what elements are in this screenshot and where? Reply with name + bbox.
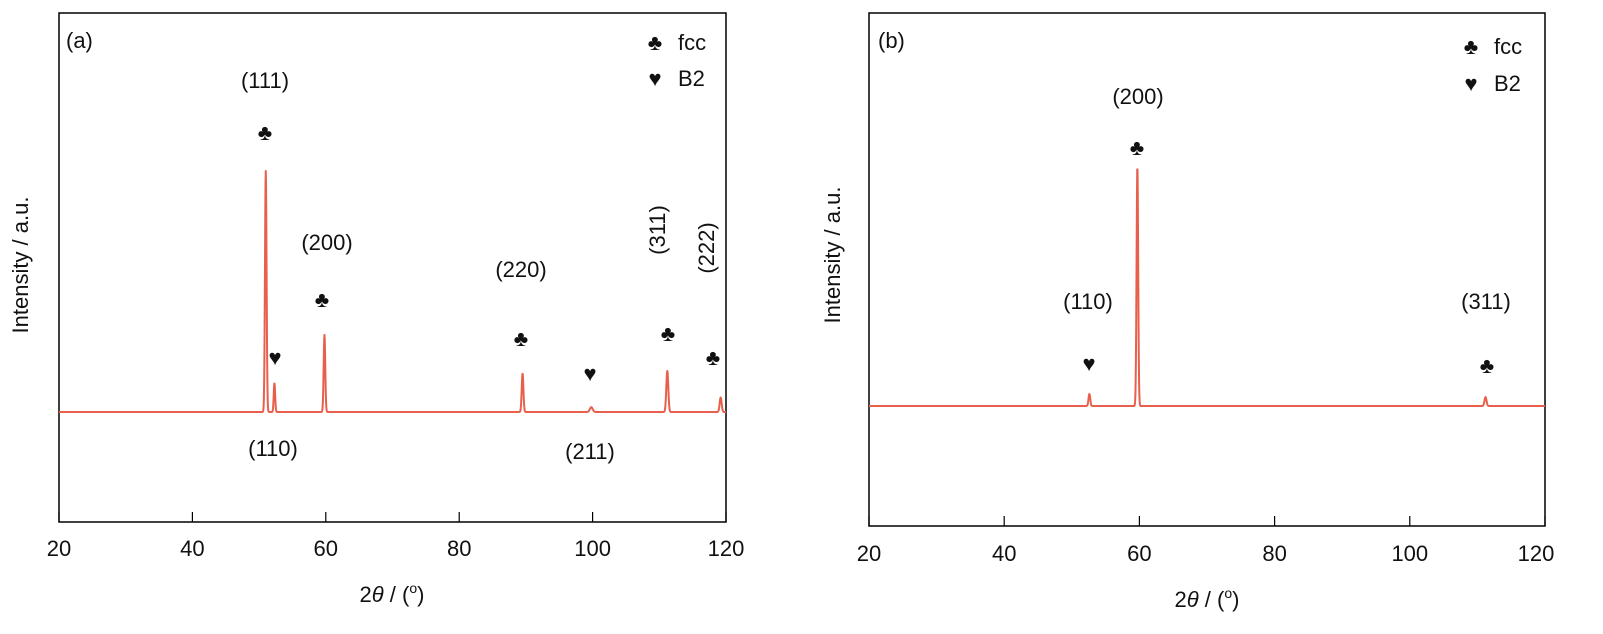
panel-a-legend: ♣ fcc ♥ B2	[648, 30, 706, 91]
legend-fcc-label: fcc	[678, 30, 706, 55]
panel-b-legend: ♣ fcc ♥ B2	[1464, 34, 1522, 96]
annotation-311-symbol: ♣	[1480, 353, 1494, 378]
annotation-311-label: (311)	[645, 205, 670, 255]
annotation-110-symbol: ♥	[268, 345, 281, 370]
panel-b-x-axis: 20 40 60 80 100 120 2θ / (o)	[857, 516, 1555, 612]
panel-a-xrd-trace	[58, 170, 727, 413]
x-tick-label: 100	[574, 536, 611, 561]
annotation-111-symbol: ♣	[258, 120, 272, 145]
annotation-220-symbol: ♣	[514, 326, 528, 351]
x-tick-label: 80	[447, 536, 471, 561]
x-tick-label: 120	[1518, 541, 1555, 566]
panel-b-x-ticks	[868, 516, 1546, 526]
panel-b-label: (b)	[878, 28, 905, 53]
panel-b-annotations: (110) ♥ (200) ♣ (311) ♣	[1063, 84, 1511, 378]
annotation-111-label: (111)	[241, 68, 289, 93]
panel-b: (b) ♣ fcc ♥ B2 (110) ♥ (200) ♣ (311) ♣	[820, 12, 1555, 612]
panel-a-x-axis-title: 2θ / (o)	[360, 580, 425, 607]
panel-a: (a) ♣ fcc ♥ B2 (111) ♣ ♥ (110) (200) ♣ (…	[8, 12, 745, 607]
annotation-311-label: (311)	[1461, 289, 1511, 314]
panel-a-x-ticks	[58, 512, 727, 522]
x-tick-label: 40	[992, 541, 1016, 566]
x-tick-label: 80	[1262, 541, 1286, 566]
legend-b2-symbol: ♥	[1464, 71, 1477, 96]
x-tick-label: 20	[47, 536, 71, 561]
annotation-222-label: (222)	[694, 222, 719, 273]
legend-fcc-symbol: ♣	[648, 30, 662, 55]
x-tick-label: 60	[314, 536, 338, 561]
x-tick-label: 40	[180, 536, 204, 561]
x-tick-label: 100	[1391, 541, 1428, 566]
legend-fcc-label: fcc	[1494, 34, 1522, 59]
x-tick-label: 60	[1127, 541, 1151, 566]
annotation-311-symbol: ♣	[661, 321, 675, 346]
x-tick-label: 120	[708, 536, 745, 561]
annotation-200-label: (200)	[1112, 84, 1163, 109]
annotation-220-label: (220)	[495, 257, 546, 282]
annotation-211-label: (211)	[565, 439, 615, 464]
legend-b2-symbol: ♥	[648, 66, 661, 91]
panel-b-frame	[868, 12, 1546, 527]
annotation-200-symbol: ♣	[315, 287, 329, 312]
legend-b2-label: B2	[1494, 71, 1521, 96]
panel-b-y-axis-title: Intensity / a.u.	[820, 187, 845, 324]
annotation-211-symbol: ♥	[583, 361, 596, 386]
panel-b-xrd-trace	[868, 168, 1546, 407]
legend-fcc-symbol: ♣	[1464, 34, 1478, 59]
x-tick-label: 20	[857, 541, 881, 566]
panel-a-x-axis: 20 40 60 80 100 120 2θ / (o)	[47, 512, 745, 607]
annotation-200-symbol: ♣	[1130, 135, 1144, 160]
annotation-110-label: (110)	[248, 436, 298, 461]
annotation-110-symbol: ♥	[1082, 351, 1095, 376]
panel-b-x-axis-title: 2θ / (o)	[1175, 585, 1240, 612]
annotation-110-label: (110)	[1063, 289, 1113, 314]
annotation-200-label: (200)	[301, 230, 352, 255]
annotation-222-symbol: ♣	[706, 345, 720, 370]
panel-a-y-axis-title: Intensity / a.u.	[8, 197, 33, 334]
panel-a-annotations: (111) ♣ ♥ (110) (200) ♣ (220) ♣ ♥ (211) …	[241, 68, 720, 464]
panel-a-frame	[58, 12, 727, 523]
legend-b2-label: B2	[678, 66, 705, 91]
panel-a-label: (a)	[66, 28, 93, 53]
